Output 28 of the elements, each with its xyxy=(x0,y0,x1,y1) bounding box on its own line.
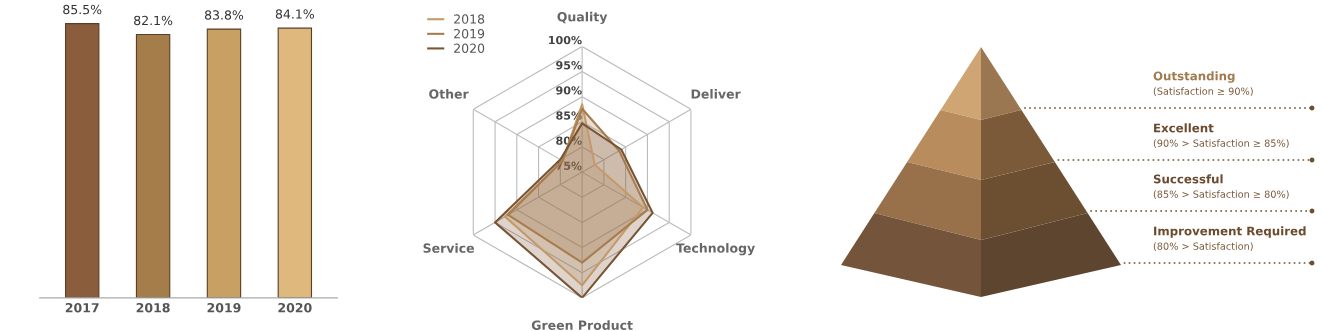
spoke-label: Service xyxy=(423,243,474,253)
legend-label: 2018 xyxy=(454,14,485,24)
text: Outstanding xyxy=(1153,71,1235,83)
legend-label: 2019 xyxy=(454,28,485,39)
spoke-label: Deliver xyxy=(691,88,741,99)
x-tick-label: 2018 xyxy=(136,302,170,313)
text: (90% > Satisfaction ≥ 85%) xyxy=(1153,139,1289,148)
data-label: 84.1% xyxy=(275,9,315,19)
x-tick-label: 2019 xyxy=(207,302,241,313)
spoke-label: Technology xyxy=(676,243,755,256)
data-label: 83.8% xyxy=(204,10,244,20)
text: Excellent xyxy=(1154,123,1214,133)
text: (80% > Satisfaction) xyxy=(1153,242,1253,251)
spoke-label: Quality xyxy=(557,11,608,25)
text: (85% > Satisfaction ≥ 80%) xyxy=(1153,190,1289,199)
y-tick-label: 95% xyxy=(556,61,582,70)
spoke-label: Green Product xyxy=(531,320,633,330)
y-tick-label: 90% xyxy=(556,86,582,95)
text: Improvement Required xyxy=(1154,226,1306,238)
text: Successful xyxy=(1153,174,1223,184)
x-tick-label: 2017 xyxy=(65,302,99,313)
y-tick-label: 100% xyxy=(549,35,582,45)
text: (Satisfaction ≥ 90%) xyxy=(1153,87,1253,96)
x-tick-label: 2020 xyxy=(278,302,312,313)
legend-label: 2020 xyxy=(454,43,485,53)
spoke-label: Other xyxy=(429,88,469,99)
data-label: 82.1% xyxy=(134,15,173,26)
data-label: 85.5% xyxy=(63,4,102,15)
